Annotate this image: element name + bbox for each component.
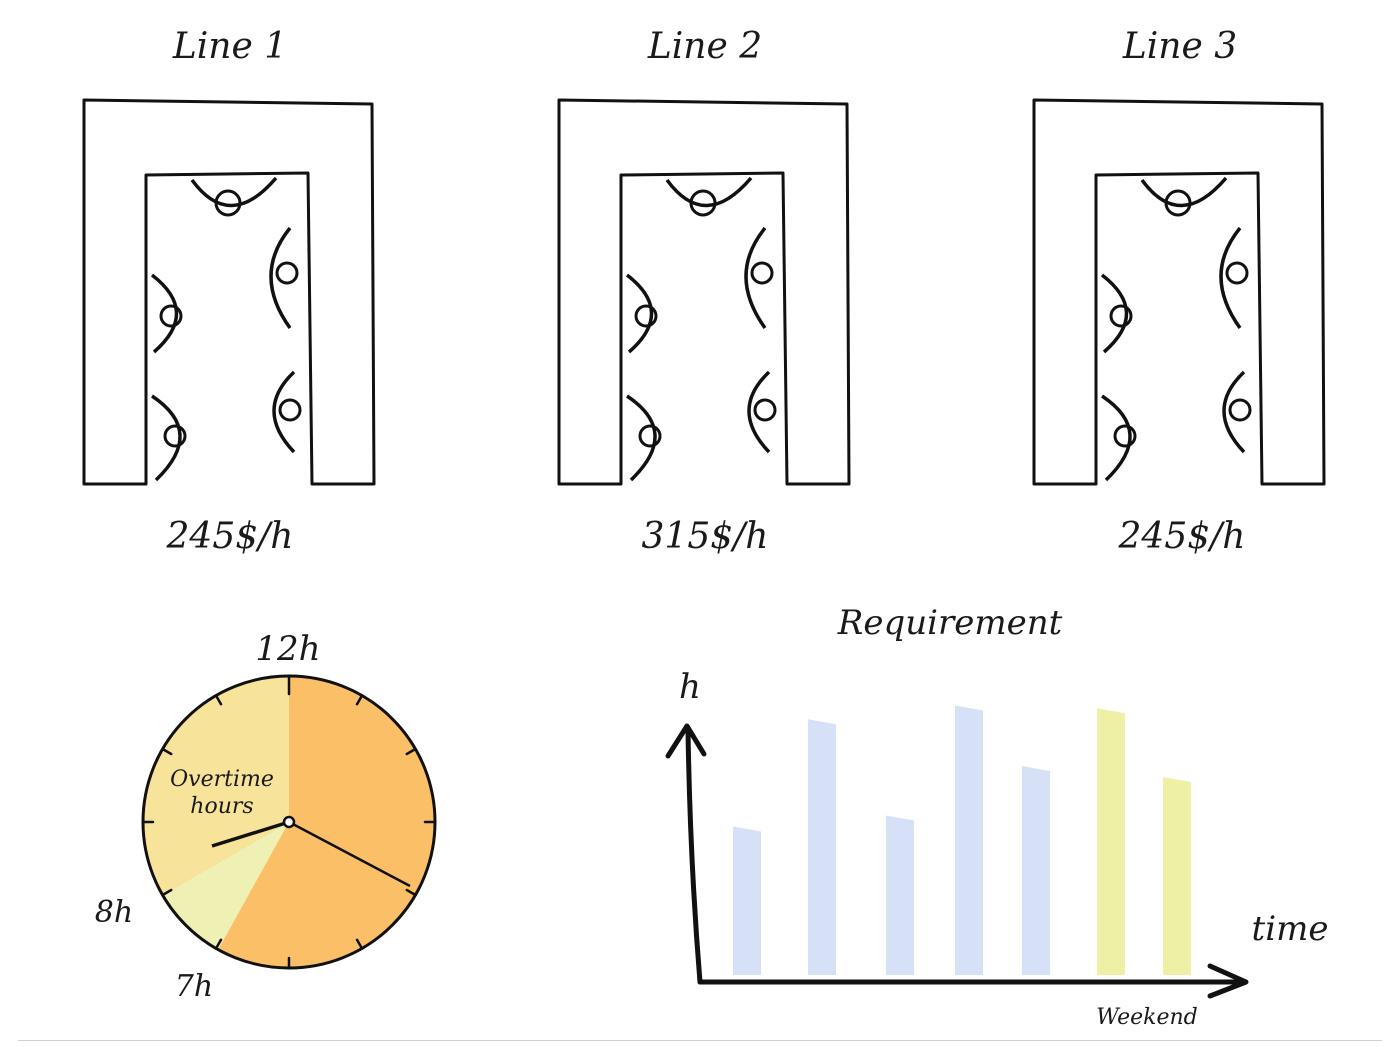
clock-tick [214,938,223,950]
weekend-bar [1097,708,1125,975]
clock-tick [355,694,364,706]
chart-title: Requirement [837,603,1063,643]
hour-hand [211,820,290,848]
line-3-block: Line 3 245$/h [1032,26,1326,557]
line-2-diagram [557,98,851,486]
line-2-block: Line 2 315$/h [557,26,851,557]
x-axis-arrow [1207,963,1249,999]
clock-tick [214,694,223,706]
line-1-title: Line 1 [172,26,287,67]
weekday-bar [955,705,983,975]
clock-tick [405,888,417,897]
x-axis-label: time [1252,909,1329,949]
clock-ticks [141,674,437,970]
weekend-label: Weekend [1096,1005,1197,1030]
weekday-bar [1022,766,1050,975]
requirement-chart: Requirement h time Weekend [665,603,1329,1030]
clock-label-7h: 7h [175,969,213,1004]
seven-to-eight-sector [163,822,289,950]
line-3-rate: 245$/h [1118,516,1246,557]
overtime-label-hours: hours [190,794,253,819]
minute-hand [288,820,411,888]
weekday-bar [886,815,914,975]
y-axis [685,727,703,985]
line-3-diagram [1032,98,1326,486]
line-3-title: Line 3 [1122,26,1237,67]
clock-tick [355,938,364,950]
clock-label-8h: 8h [95,895,133,930]
clock-center [282,815,296,829]
clock-tick [161,747,173,756]
line-2-title: Line 2 [647,26,762,67]
line-2-rate: 315$/h [642,516,769,557]
bottom-divider [18,1040,1382,1041]
clock-label-12h: 12h [255,629,320,669]
overtime-sector [143,676,289,895]
clock: 12h 8h 7h Overtime hours [95,629,437,1004]
line-1-rate: 245$/h [166,516,294,557]
overtime-label: Overtime [170,767,274,792]
clock-tick [405,747,417,756]
weekday-bar [733,826,761,975]
y-axis-arrow [665,723,707,759]
weekday-bar [808,719,836,975]
y-axis-label: h [679,667,701,707]
line-1-diagram [82,98,376,486]
line-1-block: Line 1 245$/h [82,26,376,557]
weekend-bar [1163,777,1191,975]
clock-tick [161,888,173,897]
chart-bars [733,705,1191,975]
